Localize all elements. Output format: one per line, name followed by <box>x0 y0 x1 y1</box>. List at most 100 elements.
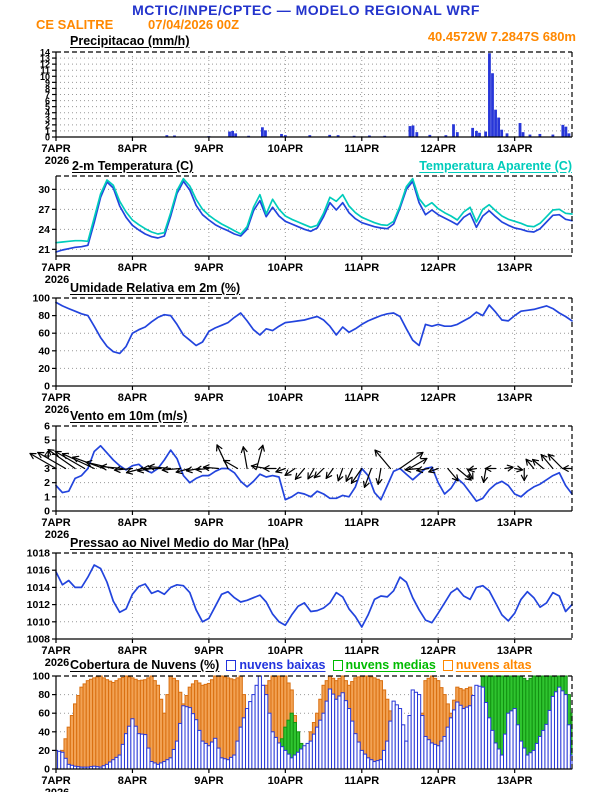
x-tick-label: 7APR <box>41 645 70 657</box>
wind-arrow-head <box>484 467 492 472</box>
precip-bar <box>283 135 287 137</box>
x-tick-label: 9APR <box>194 517 223 529</box>
wind-arrow <box>223 459 239 470</box>
wind-arrow-head <box>263 467 270 472</box>
wind-arrow-head <box>61 453 67 460</box>
wind-arrow-head <box>325 475 333 479</box>
precip-bar <box>497 117 501 137</box>
x-tick-label: 13APR <box>497 645 533 657</box>
precip-bar <box>444 135 448 137</box>
precip-bar <box>308 135 312 137</box>
wind-arrow-head <box>216 444 223 450</box>
wind-arrow-head <box>142 467 149 472</box>
precip-bar <box>551 134 555 137</box>
legend-item-nuvens-baixas: nuvens baixas <box>226 658 326 672</box>
wind-arrow-head <box>137 470 145 474</box>
wind-arrow <box>100 465 124 470</box>
wind-arrow <box>466 467 474 480</box>
wind-arrow-head <box>416 451 424 454</box>
wind-arrow <box>504 466 514 470</box>
x-tick-label: 13APR <box>497 392 533 404</box>
x-tick-label: 8APR <box>118 775 147 787</box>
y-tick-label: 1014 <box>27 582 51 594</box>
wind-arrow-head <box>294 476 302 480</box>
wind-arrow-head <box>250 463 258 467</box>
wind-arrow <box>399 451 424 470</box>
wind-arrow-head <box>125 467 132 474</box>
wind-arrow <box>408 457 428 470</box>
wind-arrow <box>325 467 334 479</box>
wind-arrow-head <box>456 474 459 482</box>
wind-arrow-head <box>313 475 321 479</box>
precip-bar <box>383 135 387 137</box>
wind-arrow-head <box>375 477 379 485</box>
wind-arrow <box>337 467 344 482</box>
wind-arrow-head <box>517 465 524 471</box>
precipitation-bars <box>165 53 571 138</box>
x-tick-label: 9APR <box>194 262 223 274</box>
y-tick-label: 0 <box>44 506 50 518</box>
precip-bar <box>352 135 356 137</box>
x-tick-label: 11APR <box>344 143 379 155</box>
y-tick-label: 60 <box>38 708 50 720</box>
relative-humidity-axis-labels: 0 20 40 60 80 100 7APR 8APR 9APR 10APR 11APR 12APR 1… <box>32 293 532 417</box>
mslp-line <box>55 564 573 628</box>
x-year-label: 2026 <box>45 155 69 167</box>
wind-arrows <box>29 444 573 488</box>
wind-arrow-head <box>250 465 257 471</box>
wind-arrow <box>202 466 220 470</box>
y-tick-label: 1 <box>44 491 50 503</box>
wind-arrow-head <box>294 472 298 480</box>
wind-arrow-head <box>404 465 411 471</box>
temperature-line <box>55 177 573 244</box>
x-year-label: 2026 <box>45 787 69 792</box>
x-tick-label: 10APR <box>268 143 304 155</box>
y-tick-label: 1010 <box>27 616 51 628</box>
y-tick-label: 1 <box>45 126 50 136</box>
y-tick-label: 9 <box>45 78 50 88</box>
temperature-axis-labels: 21 24 27 30 7APR 8APR 9APR 10APR 11APR 12APR 13APR… <box>38 184 532 286</box>
wind-arrow-head <box>275 471 283 474</box>
y-tick-label: 5 <box>45 102 50 112</box>
x-tick-label: 13APR <box>497 262 533 274</box>
wind-arrow <box>175 467 191 473</box>
wind-arrow-head <box>350 476 353 484</box>
wind-arrow <box>467 467 478 471</box>
y-tick-label: 1016 <box>27 565 51 577</box>
x-tick-label: 11APR <box>344 262 379 274</box>
precip-bar <box>491 73 494 137</box>
wind-arrow-head <box>525 458 533 463</box>
wind-arrow-head <box>263 465 270 470</box>
precip-bar <box>518 123 522 137</box>
x-tick-label: 7APR <box>41 262 70 274</box>
wind-arrow <box>374 449 392 470</box>
y-tick-label: 100 <box>32 293 50 305</box>
wind-arrow <box>363 467 372 488</box>
station-name: CE SALITRE <box>36 17 114 32</box>
wind-arrow-head <box>451 477 459 482</box>
wind-arrow-head <box>142 465 149 470</box>
wind-arrow-head <box>540 454 544 462</box>
wind-arrow-head <box>185 470 193 474</box>
wind-10m-axis-labels: 0 1 2 3 4 5 6 7APR 8APR 9APR 10APR 11APR 12APR 13APR 2… <box>41 421 532 542</box>
y-tick-label: 11 <box>40 66 50 76</box>
wind-arrow-head <box>313 471 317 479</box>
wind-arrow-head <box>404 469 412 473</box>
mslp-frame <box>55 552 573 640</box>
wind-arrow-head <box>423 457 428 465</box>
precip-bar <box>234 133 238 137</box>
wind-arrow-head <box>223 459 228 467</box>
wind-arrow-head <box>467 469 475 473</box>
precip-bar <box>538 133 542 137</box>
wind-arrow-head <box>562 467 569 472</box>
cloud-cover-frame <box>55 675 573 770</box>
wind-10m-line <box>55 444 573 502</box>
x-tick-label: 13APR <box>497 143 533 155</box>
wind-arrow <box>29 452 57 470</box>
wind-arrow <box>161 467 181 471</box>
wind-arrow-head <box>467 465 474 471</box>
wind-arrow-head <box>363 482 370 488</box>
chart-panel-humidity: 0 20 40 60 80 100 7APR 8APR 9APR 10APR 11APR 12APR 1… <box>32 293 573 417</box>
x-tick-label: 10APR <box>268 262 304 274</box>
